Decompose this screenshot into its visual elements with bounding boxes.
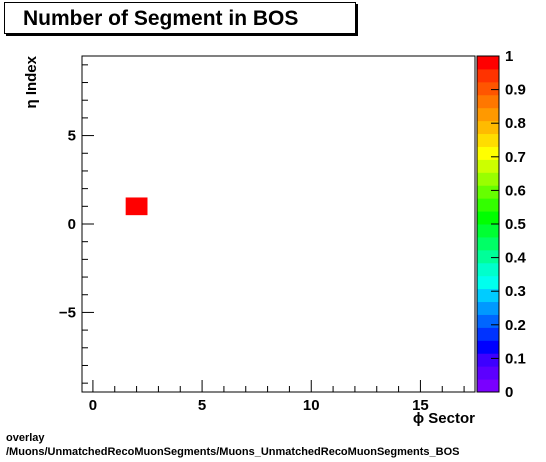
colorbar-segment: [477, 211, 499, 225]
colorbar-segment: [477, 262, 499, 277]
chart-title: Number of Segment in BOS: [23, 7, 299, 30]
colorbar-tick-label: 0.8: [505, 115, 526, 132]
plot-frame: [81, 55, 476, 393]
colorbar-segment: [477, 107, 499, 122]
colorbar-segment: [477, 146, 499, 160]
colorbar-segment: [477, 314, 499, 328]
colorbar-segment: [477, 327, 499, 341]
colorbar-segment: [477, 198, 499, 212]
colorbar-segment: [477, 81, 499, 96]
footer-line-1: overlay: [6, 432, 45, 444]
colorbar-tick-label: 0.5: [505, 216, 526, 233]
x-tick-label: 5: [198, 397, 206, 414]
colorbar-segment: [477, 185, 499, 199]
colorbar-segment: [477, 133, 499, 147]
y-axis-title: η Index: [23, 55, 40, 108]
colorbar-segment: [477, 159, 499, 173]
x-tick-label: 15: [412, 397, 429, 414]
colorbar-segment: [477, 353, 499, 367]
colorbar-tick-label: 0.7: [505, 149, 526, 166]
colorbar-tick-label: 0.6: [505, 182, 526, 199]
colorbar-segment: [477, 120, 499, 135]
colorbar-segment: [477, 366, 499, 380]
colorbar-segment: [477, 236, 499, 251]
colorbar-tick-label: 1: [505, 48, 513, 65]
colorbar-segment: [477, 249, 499, 264]
y-tick-label: 5: [68, 128, 76, 145]
colorbar-tick-label: 0.4: [505, 250, 527, 267]
colorbar-segment: [477, 288, 499, 303]
colorbar-segment: [477, 172, 499, 186]
colorbar-segment: [477, 301, 499, 315]
x-axis-title: ϕ Sector: [413, 410, 475, 427]
colorbar-tick-label: 0.9: [505, 82, 526, 99]
x-tick-label: 0: [89, 397, 97, 414]
footer-line-2: /Muons/UnmatchedRecoMuonSegments/Muons_U…: [6, 446, 460, 458]
colorbar-segment: [477, 379, 499, 393]
colorbar-tick-label: 0.3: [505, 283, 526, 300]
colorbar-tick-label: 0.1: [505, 350, 526, 367]
y-tick-label: −5: [59, 304, 76, 321]
colorbar-segment: [477, 340, 499, 354]
colorbar-segment: [477, 275, 499, 290]
colorbar-tick-label: 0: [505, 384, 513, 401]
y-tick-label: 0: [68, 216, 76, 233]
heatmap-cell: [125, 197, 148, 216]
colorbar-segment: [477, 56, 499, 70]
chart-title-box: Number of Segment in BOS: [4, 2, 356, 34]
x-tick-label: 10: [303, 397, 320, 414]
colorbar-segment: [477, 94, 499, 109]
colorbar-segment: [477, 68, 499, 83]
colorbar-tick-label: 0.2: [505, 317, 526, 334]
colorbar-segment: [477, 224, 499, 238]
